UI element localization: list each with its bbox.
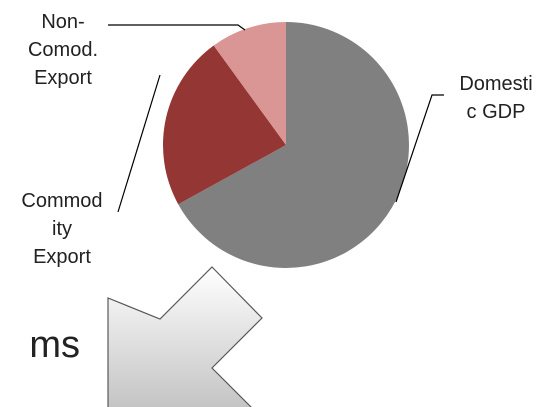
slice-label-non-comod-export: Non- Comod. Export [27,11,99,89]
leader-commodity-export [117,74,161,213]
partial-body-text: ms [29,324,80,366]
leader-non-comod-export [108,24,246,31]
slice-label-commodity-export: Commod ity Export [21,190,103,268]
pie-slice-commodity-export [162,45,286,205]
down-left-arrow [107,266,263,407]
leader-domestic-gdp [395,94,444,203]
leader-lines [108,24,444,213]
pie-slice-non-comod-export [213,21,286,145]
pie-slice-domestic-gdp [178,22,409,268]
slice-label-domestic-gdp: Domesti c GDP [459,73,533,123]
pie-chart [162,21,409,268]
